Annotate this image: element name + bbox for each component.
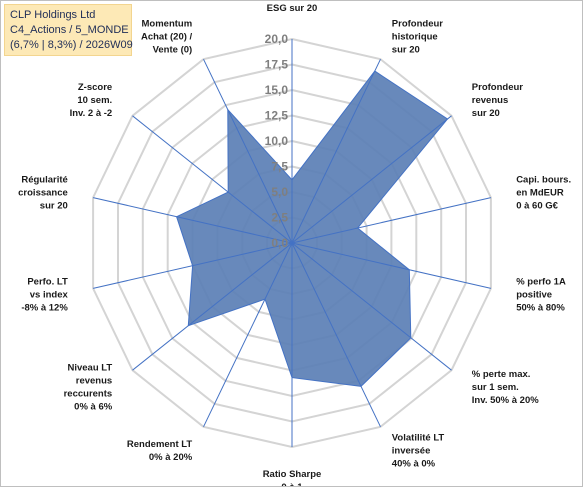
axis-spoke <box>132 115 293 244</box>
axis-label: Capi. bours. en MdEUR 0 à 60 G€ <box>516 174 571 211</box>
axis-spoke <box>291 197 492 244</box>
axis-spoke <box>203 58 293 244</box>
radial-tick-label: 15,0 <box>265 83 289 97</box>
radial-tick-label: 12,5 <box>265 109 289 123</box>
radial-tick-label: 7,5 <box>271 160 288 174</box>
axis-label: % perfo 1A positive 50% à 80% <box>516 277 566 314</box>
axis-spoke <box>291 242 452 371</box>
portfolio-stats: (6,7% | 8,3%) / 2026W09 <box>10 39 133 51</box>
axis-label: Ratio Sharpe0 à 1 <box>263 469 322 486</box>
axis-spoke <box>291 242 492 289</box>
company-name: CLP Holdings Ltd <box>10 9 96 21</box>
axis-label: Perfo. LT vs index -8% à 12% <box>21 277 68 314</box>
axis-label: NoteESG sur 20 <box>267 1 318 14</box>
axis-label: Régularité croissance sur 20 <box>18 174 68 211</box>
radial-tick-label: 10,0 <box>265 134 289 148</box>
axis-label: Momentum Achat (20) / Vente (0) <box>141 18 193 55</box>
radial-tick-label: 5,0 <box>271 185 288 199</box>
axis-label: Niveau LT revenus reccurents 0% à 6% <box>64 362 113 412</box>
axis-spoke <box>92 197 293 244</box>
axis-label: Profondeur historique sur 20 <box>392 18 443 55</box>
axis-label: Z-score 10 sem. Inv. 2 à -2 <box>70 82 113 119</box>
axis-label: Volatilité LT inversée 40% à 0% <box>392 433 445 470</box>
title-box: CLP Holdings Ltd C4_Actions / 5_MONDE (6… <box>4 4 133 56</box>
portfolio-name: C4_Actions / 5_MONDE <box>10 24 129 36</box>
axis-label: Profondeur revenus sur 20 <box>472 82 523 119</box>
axis-spoke <box>291 115 452 244</box>
radial-tick-label: 17,5 <box>265 58 289 72</box>
axis-spoke <box>291 242 381 428</box>
axis-label: % perte max. sur 1 sem. Inv. 50% à 20% <box>472 369 539 406</box>
radial-tick-label: 2,5 <box>271 211 288 225</box>
axis-spoke <box>291 58 381 244</box>
axis-spoke <box>132 242 293 371</box>
radial-tick-label: 20,0 <box>265 32 289 46</box>
data-series-area <box>175 70 449 387</box>
radial-tick-label: 0,0 <box>271 236 288 250</box>
axis-label: Rendement LT 0% à 20% <box>127 439 193 463</box>
axis-spoke <box>203 242 293 428</box>
axis-spoke <box>92 242 293 289</box>
